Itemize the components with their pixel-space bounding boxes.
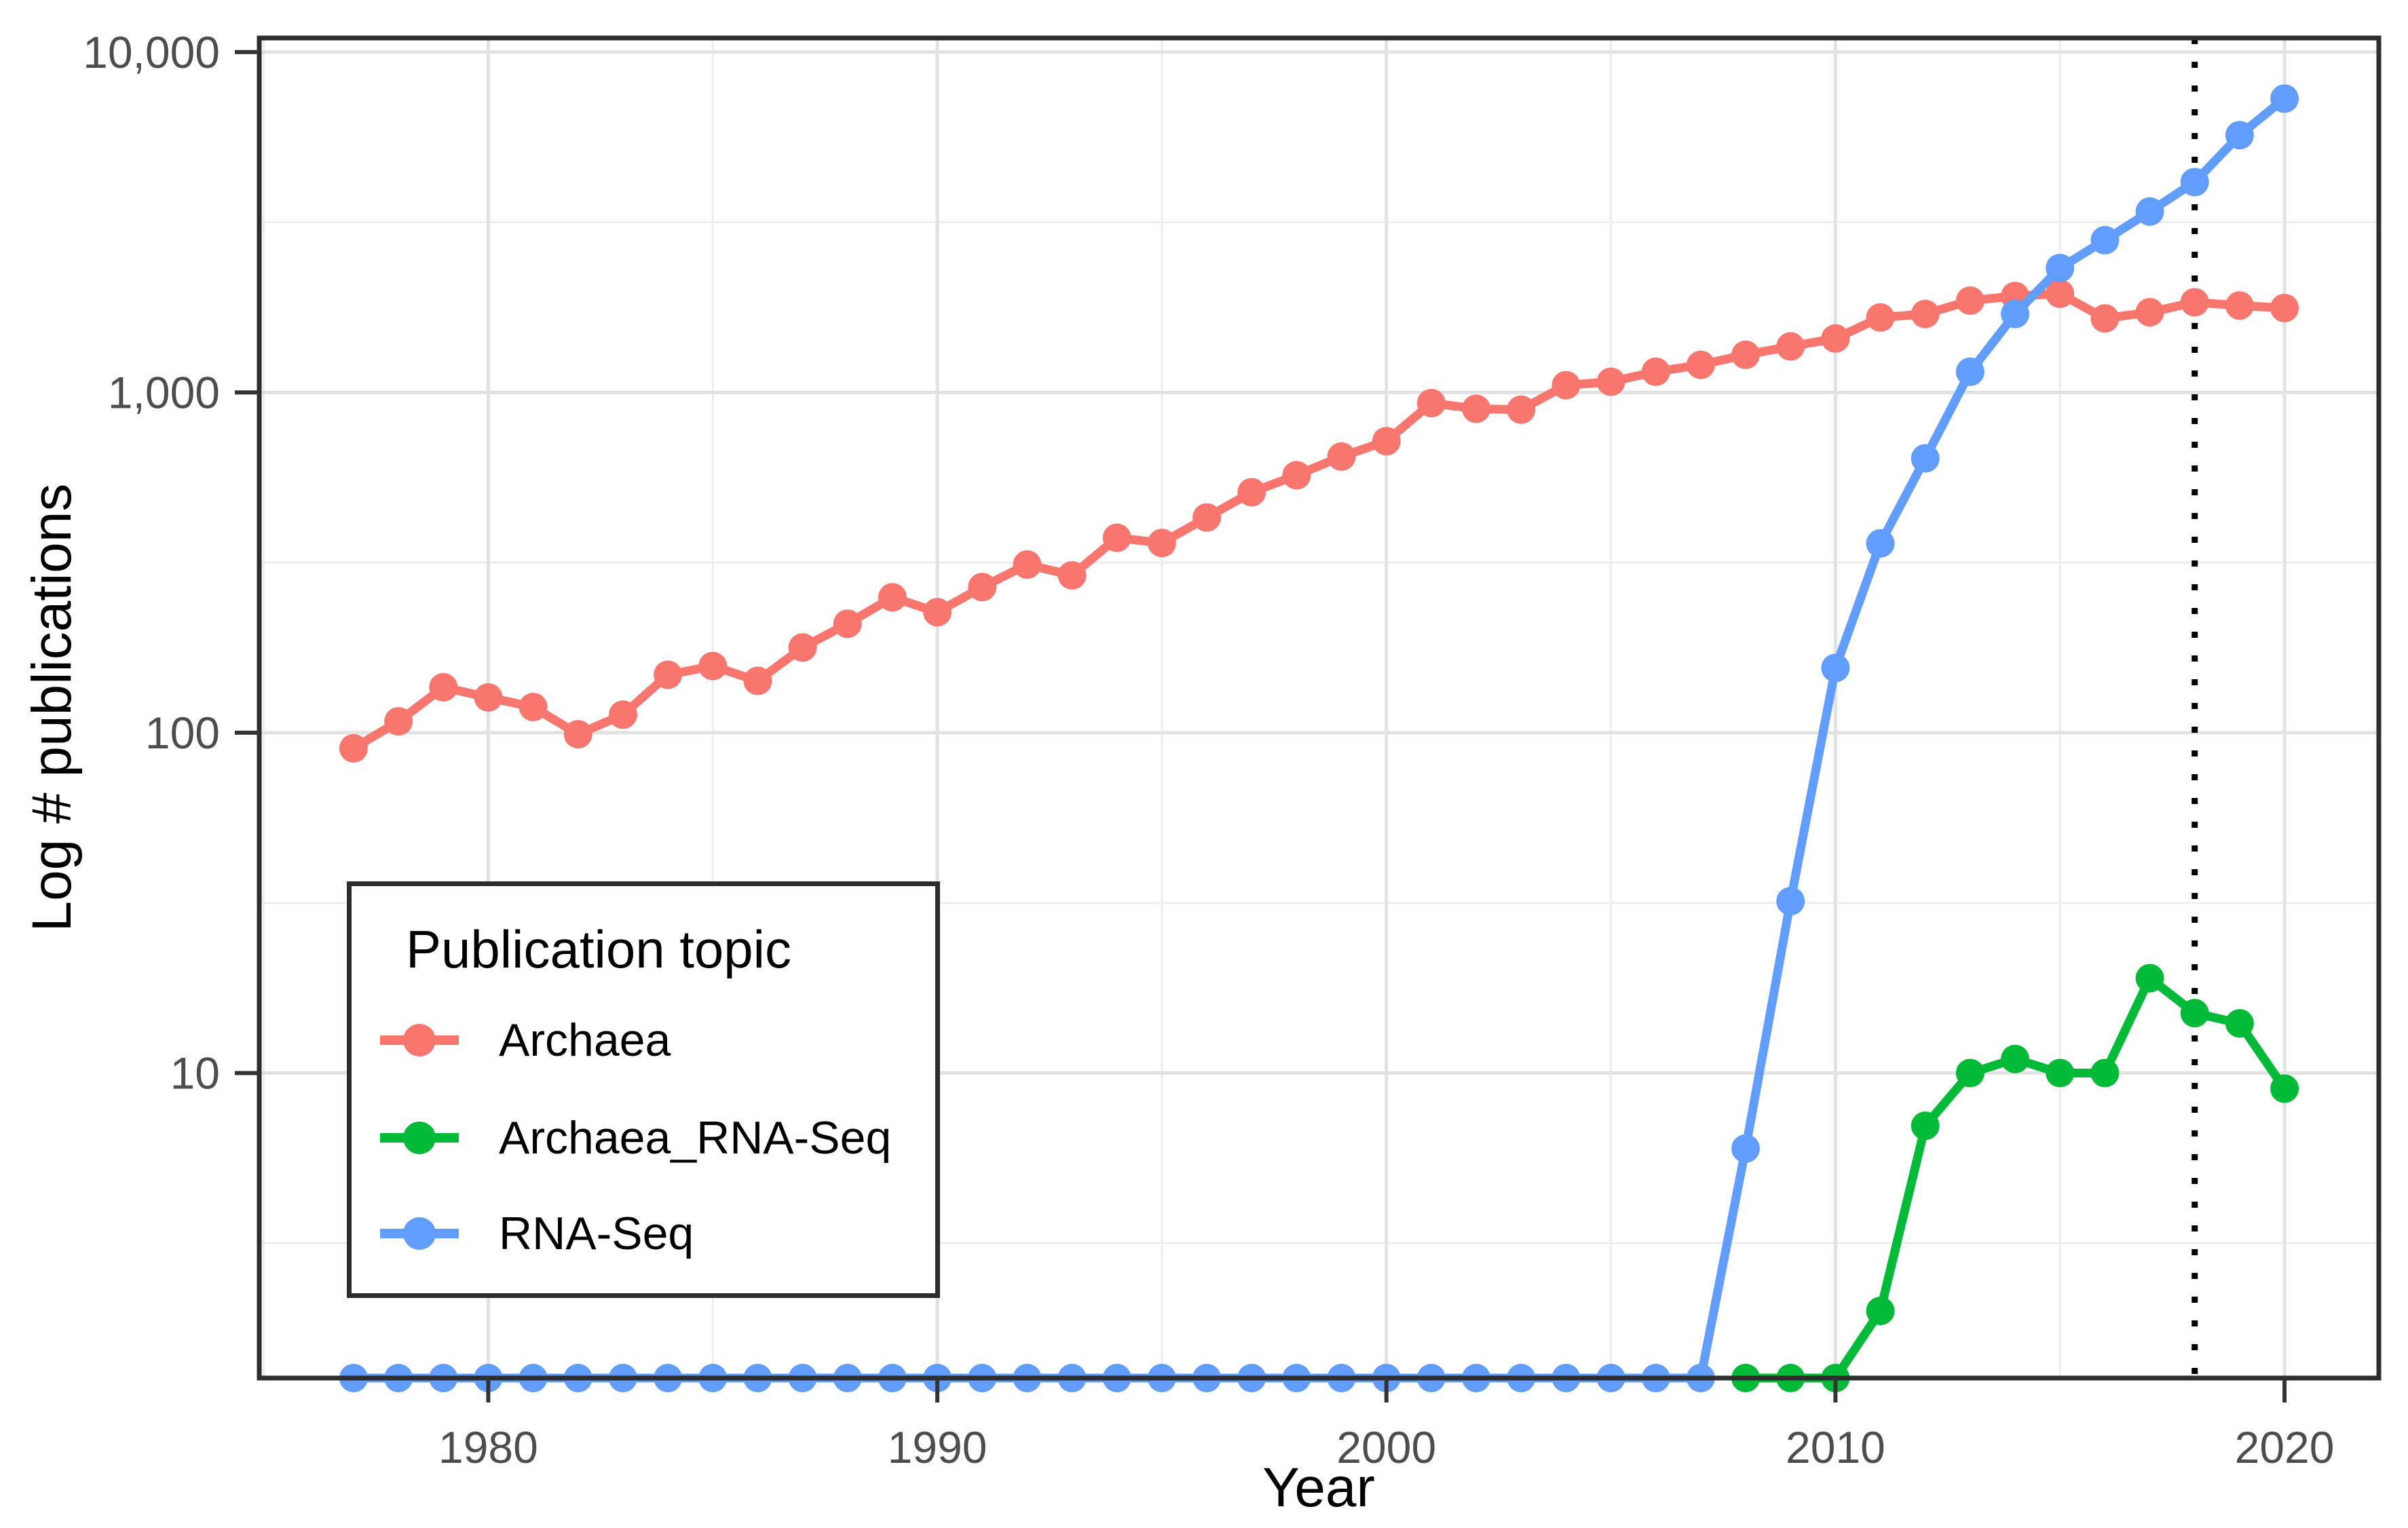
legend-key-line-point-icon: [380, 1217, 459, 1250]
series-point-RNA-Seq: [1821, 653, 1850, 683]
series-point-Archaea: [788, 633, 817, 662]
series-point-Archaea: [1372, 427, 1401, 456]
series-point-RNA-Seq: [2270, 84, 2299, 113]
series-point-Archaea: [1057, 560, 1087, 590]
series-point-Archaea_RNA-Seq: [2001, 1044, 2030, 1073]
series-point-Archaea: [1147, 529, 1176, 558]
series-point-Archaea: [1237, 478, 1266, 507]
legend-key-line-point-icon: [380, 1024, 459, 1056]
series-point-Archaea: [1686, 350, 1715, 379]
y-tick-label: 10,000: [83, 27, 220, 77]
series-point-Archaea: [519, 693, 548, 722]
series-point-Archaea: [2046, 279, 2075, 308]
x-tick-label: 1990: [888, 1422, 987, 1472]
series-point-Archaea: [2135, 298, 2164, 327]
series-point-Archaea: [474, 683, 503, 712]
series-point-Archaea: [1776, 332, 1805, 361]
series-point-Archaea: [743, 666, 772, 695]
series-point-Archaea_RNA-Seq: [2090, 1058, 2120, 1088]
series-point-Archaea_RNA-Seq: [1955, 1058, 1984, 1088]
legend-key-line-point-icon: [380, 1122, 459, 1154]
legend-item-archaea-rna-seq: Archaea_RNA-Seq: [379, 1114, 891, 1162]
series-point-Archaea: [2090, 304, 2120, 333]
series-point-Archaea: [1282, 461, 1311, 490]
y-tick-label: 10: [170, 1048, 220, 1098]
y-axis-title: Log # publications: [21, 483, 83, 932]
series-point-Archaea_RNA-Seq: [2046, 1058, 2075, 1088]
y-tick-label: 100: [145, 708, 220, 758]
series-point-Archaea: [833, 609, 862, 638]
series-point-Archaea: [1102, 523, 1131, 552]
series-point-Archaea: [1731, 340, 1761, 369]
series-point-Archaea: [1955, 286, 1984, 316]
series-point-Archaea: [923, 598, 952, 627]
series-point-Archaea: [1551, 370, 1581, 400]
legend-item-label: Archaea: [499, 1014, 671, 1066]
series-point-Archaea: [608, 700, 637, 729]
legend-item-rna-seq: RNA-Seq: [379, 1210, 694, 1257]
series-point-Archaea: [1911, 299, 1940, 328]
series-point-Archaea: [1641, 357, 1670, 386]
series-point-Archaea: [1596, 367, 1625, 396]
series-point-RNA-Seq: [2225, 121, 2254, 150]
series-point-Archaea: [2225, 291, 2254, 320]
series-point-Archaea_RNA-Seq: [2225, 1009, 2254, 1038]
series-point-RNA-Seq: [1776, 887, 1805, 916]
legend-box: Publication topic Archaea Archaea_RNA-Se…: [347, 881, 940, 1298]
series-point-Archaea_RNA-Seq: [2135, 963, 2164, 993]
series-point-RNA-Seq: [2135, 197, 2164, 226]
series-point-Archaea: [2270, 293, 2299, 322]
x-axis-title: Year: [1262, 1457, 1375, 1519]
series-point-RNA-Seq: [1731, 1134, 1761, 1163]
series-point-RNA-Seq: [2046, 254, 2075, 283]
series-point-Archaea: [1013, 550, 1042, 579]
legend-item-archaea: Archaea: [379, 1016, 671, 1064]
panel-border: [257, 35, 2382, 1381]
series-point-Archaea: [1507, 395, 1536, 424]
series-point-Archaea: [654, 660, 683, 689]
series-point-Archaea: [1462, 394, 1491, 423]
legend-title: Publication topic: [406, 919, 792, 979]
series-point-Archaea: [1327, 442, 1356, 471]
series-point-Archaea: [339, 733, 368, 763]
series-point-Archaea: [698, 651, 728, 681]
series-point-RNA-Seq: [1911, 444, 1940, 473]
series-point-RNA-Seq: [1866, 529, 1895, 558]
series-point-Archaea: [2180, 288, 2209, 317]
x-tick-label: 2010: [1786, 1422, 1885, 1472]
series-point-Archaea_RNA-Seq: [2270, 1074, 2299, 1103]
series-point-Archaea: [1821, 324, 1850, 353]
series-point-Archaea: [1416, 389, 1446, 418]
y-tick-label: 1,000: [108, 367, 220, 417]
series-point-RNA-Seq: [2001, 299, 2030, 328]
series-point-Archaea: [384, 707, 413, 736]
series-point-RNA-Seq: [1955, 357, 1984, 386]
series-point-Archaea: [968, 573, 997, 602]
legend-item-label: Archaea_RNA-Seq: [499, 1112, 892, 1164]
series-point-Archaea_RNA-Seq: [1911, 1111, 1940, 1141]
x-tick-label: 2000: [1336, 1422, 1436, 1472]
legend-item-label: RNA-Seq: [499, 1208, 694, 1259]
series-point-RNA-Seq: [2090, 226, 2120, 255]
series-point-Archaea: [1192, 503, 1222, 532]
series-point-Archaea_RNA-Seq: [1866, 1297, 1895, 1326]
x-tick-label: 2020: [2235, 1422, 2335, 1472]
series-point-Archaea: [429, 672, 458, 702]
series-point-Archaea: [563, 720, 592, 749]
series-point-Archaea: [1866, 303, 1895, 332]
x-tick-label: 1980: [438, 1422, 538, 1472]
series-point-RNA-Seq: [2180, 168, 2209, 197]
series-point-Archaea_RNA-Seq: [2180, 999, 2209, 1028]
series-point-Archaea: [878, 583, 907, 612]
